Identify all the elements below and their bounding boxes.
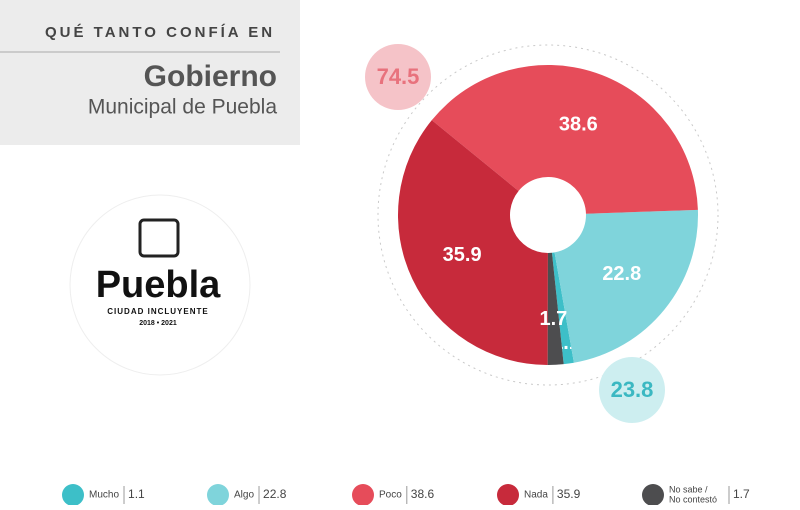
legend-value: 35.9 (557, 487, 581, 501)
legend-label: Poco (379, 490, 402, 501)
slice-label: 1.7 (539, 308, 567, 330)
legend-label: Mucho (89, 490, 119, 501)
annotation: 23.8 (611, 377, 654, 402)
legend-value: 22.8 (263, 487, 287, 501)
legend-label: Nada (524, 490, 548, 501)
legend-label: Algo (234, 490, 254, 501)
legend-swatch (352, 484, 374, 506)
dotted-ring (377, 44, 719, 386)
slice-label: 38.6 (559, 113, 598, 135)
legend-swatch (62, 484, 84, 506)
logo-years: 2018 • 2021 (139, 320, 177, 327)
legend-swatch (642, 484, 664, 506)
header-box (0, 0, 300, 145)
legend-label: No sabe / (669, 484, 708, 494)
slice (398, 120, 548, 365)
legend-value: 1.7 (733, 487, 750, 501)
slice (547, 252, 564, 365)
slice (551, 252, 574, 365)
logo-circle (69, 194, 251, 376)
slice (431, 65, 698, 214)
legend-value: 38.6 (411, 487, 435, 501)
logo-shield (138, 218, 180, 258)
legend-value: 1.1 (128, 487, 145, 501)
slice-label: 22.8 (602, 263, 641, 285)
annotation: 74.5 (377, 64, 420, 89)
header-title: Gobierno (144, 60, 277, 93)
legend-swatch (207, 484, 229, 506)
slice-label: 35.9 (443, 244, 482, 266)
legend-label: No contestó (669, 494, 717, 504)
kicker: QUÉ TANTO CONFÍA EN (45, 24, 275, 41)
slice (554, 209, 698, 363)
header-subtitle: Municipal de Puebla (88, 96, 277, 119)
annotation-bubble (599, 357, 665, 423)
legend-swatch (497, 484, 519, 506)
logo-tagline: CIUDAD INCLUYENTE (107, 307, 208, 316)
annotation-bubble (365, 44, 431, 110)
logo-name: Puebla (96, 264, 221, 306)
